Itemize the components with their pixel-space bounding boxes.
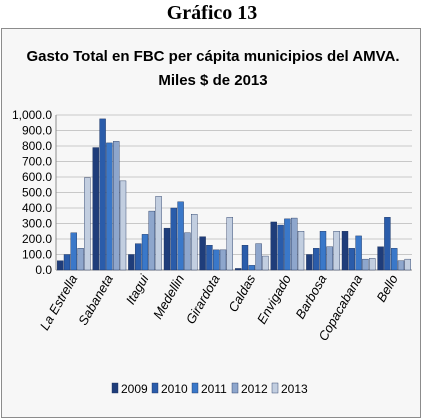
bar-2009-2 (128, 254, 135, 271)
bar-2013-9 (404, 258, 411, 271)
chart-title-line1: Gasto Total en FBC per cápita municipios… (26, 48, 399, 65)
bar-2010-4 (206, 244, 213, 271)
y-tick-label: 900.0 (22, 124, 52, 138)
bar-chart: Gasto Total en FBC per cápita municipios… (12, 48, 412, 396)
bar-2010-8 (348, 248, 355, 271)
chart-area: Gasto Total en FBC per cápita municipios… (1, 28, 421, 418)
bar-2011-2 (141, 234, 149, 271)
legend-swatch (111, 382, 119, 394)
y-tick-label: 1,000.0 (12, 108, 52, 122)
legend-swatch (151, 382, 159, 394)
bar-2013-2 (155, 196, 162, 271)
category-label: Medellin (150, 272, 187, 321)
bar-2011-0 (70, 232, 78, 271)
y-tick-label: 700.0 (22, 155, 52, 169)
bar-2013-0 (84, 177, 91, 271)
bar-2009-6 (270, 221, 277, 271)
bars (57, 118, 411, 271)
bar-2013-3 (190, 213, 198, 271)
bar-2013-5 (262, 255, 269, 271)
bar-2013-4 (226, 217, 234, 271)
category-label: Bello (373, 272, 400, 305)
bar-2010-2 (134, 243, 142, 271)
bar-2012-2 (148, 210, 156, 271)
y-tick-label: 800.0 (22, 139, 52, 153)
bar-2011-9 (391, 248, 398, 271)
y-tick-label: 300.0 (22, 217, 52, 231)
bar-2011-6 (284, 218, 291, 271)
category-label: Sabaneta (75, 272, 116, 328)
bar-2009-9 (377, 246, 384, 271)
bar-2009-1 (92, 147, 100, 271)
legend-swatch (191, 382, 199, 394)
bar-2010-7 (313, 248, 320, 271)
category-label: Girardota (183, 272, 223, 326)
bar-2011-4 (212, 249, 220, 271)
bar-2010-5 (241, 244, 249, 271)
bar-2009-8 (341, 231, 349, 271)
figure-label: Gráfico 13 (166, 2, 258, 24)
legend-label: 2009 (121, 382, 148, 396)
bar-2009-4 (199, 236, 206, 271)
bar-2011-5 (248, 265, 256, 271)
bar-2012-9 (397, 260, 405, 271)
bar-2010-9 (384, 217, 391, 271)
bar-2013-1 (119, 180, 127, 271)
bar-2010-6 (277, 224, 284, 271)
category-label: Itagui (123, 271, 152, 307)
bar-2009-0 (57, 260, 64, 271)
bar-2011-3 (177, 201, 184, 271)
bar-2012-6 (291, 217, 298, 271)
bar-2011-8 (355, 235, 362, 271)
legend-label: 2013 (281, 382, 308, 396)
legend-label: 2010 (161, 382, 188, 396)
bar-2012-1 (112, 141, 120, 271)
bar-2009-5 (234, 268, 242, 271)
bar-2012-0 (77, 248, 84, 271)
y-tick-label: 500.0 (22, 186, 52, 200)
y-tick-label: 600.0 (22, 170, 52, 184)
category-label: Envigado (254, 272, 294, 326)
bar-2011-1 (106, 142, 113, 271)
bar-2010-1 (99, 118, 106, 271)
legend-swatch (231, 382, 239, 394)
bar-2011-7 (319, 231, 327, 271)
category-label: Barbosa (292, 272, 329, 321)
category-label: Caldas (225, 272, 258, 315)
y-tick-label: 200.0 (22, 232, 52, 246)
bar-2012-8 (362, 258, 369, 271)
bar-2013-8 (369, 258, 376, 271)
y-tick-label: 400.0 (22, 201, 52, 215)
bar-2010-0 (63, 254, 71, 271)
category-label: La Estrella (37, 272, 81, 333)
bar-2009-7 (306, 254, 313, 271)
legend-swatch (271, 382, 279, 394)
y-tick-label: 100.0 (22, 248, 52, 262)
bar-2013-7 (333, 231, 340, 271)
y-tick-label: 0.0 (35, 263, 52, 277)
bar-2012-3 (184, 232, 191, 271)
bar-2013-6 (297, 231, 305, 271)
bar-2009-3 (163, 227, 171, 271)
legend: 2009 2010 2011 2012 2013 (111, 382, 308, 396)
legend-label: 2012 (241, 382, 268, 396)
bar-2012-5 (255, 243, 262, 271)
legend-label: 2011 (201, 382, 227, 396)
bar-2012-7 (326, 246, 333, 271)
bar-2010-3 (170, 207, 178, 271)
bar-2012-4 (219, 249, 227, 271)
chart-title-line2: Miles $ de 2013 (158, 72, 267, 89)
